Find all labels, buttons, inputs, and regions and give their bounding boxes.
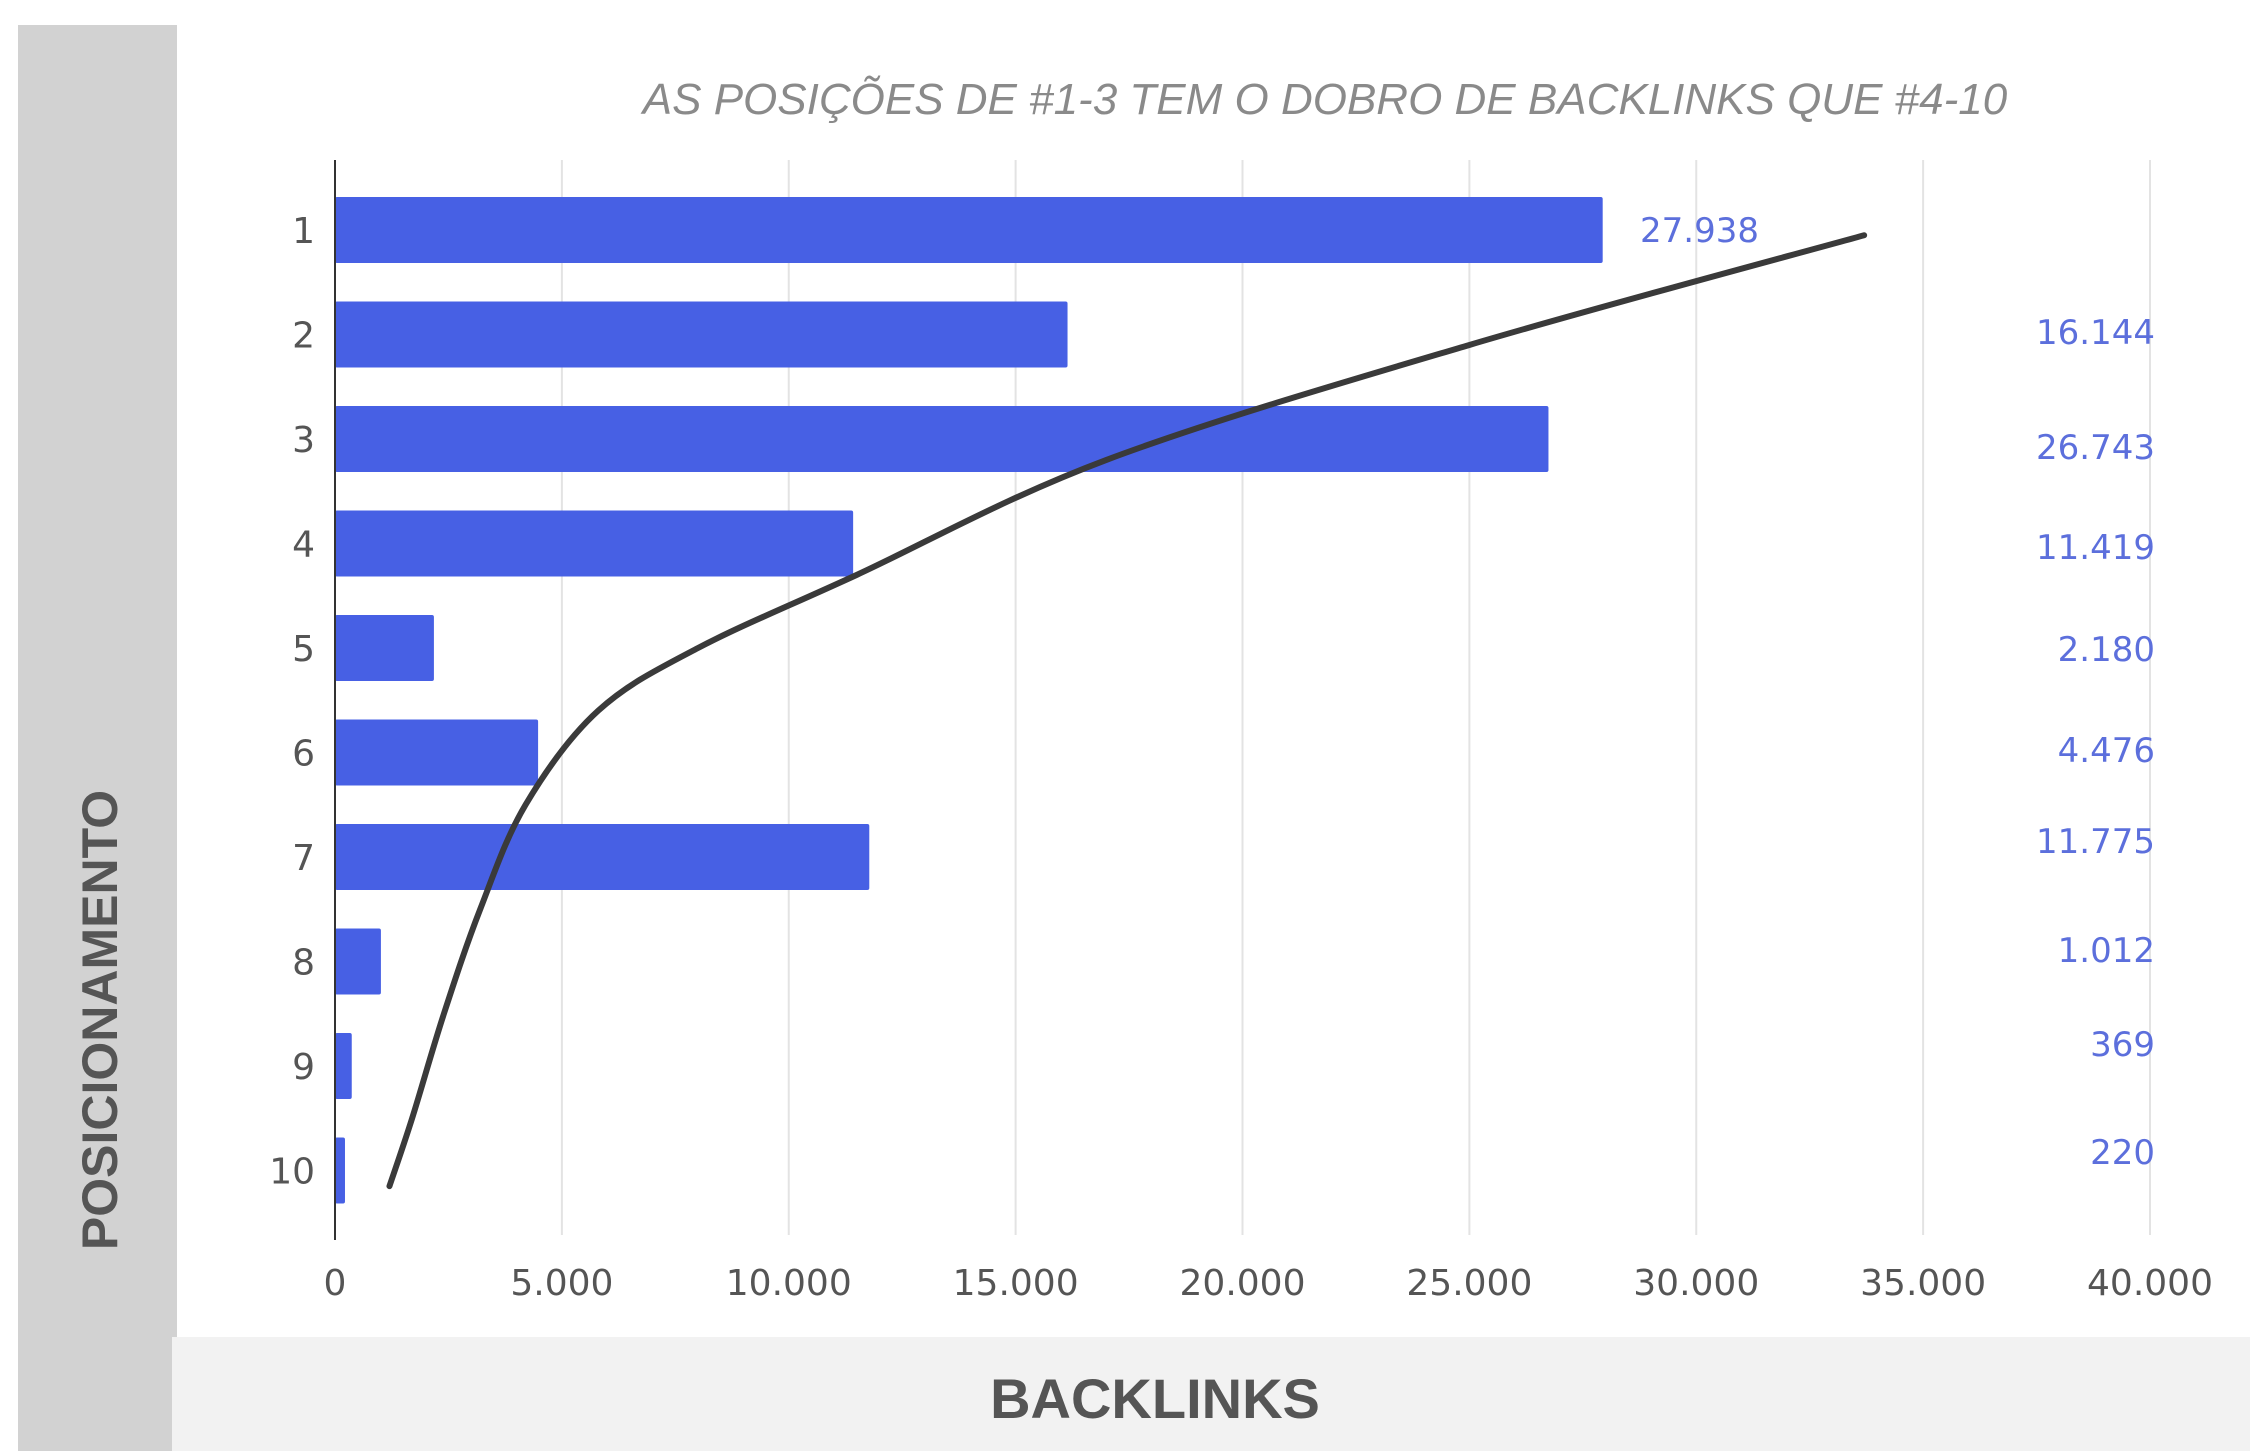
value-label: 369 [2090,1025,2155,1065]
value-label: 4.476 [2058,731,2155,771]
x-tick-label: 0 [324,1263,347,1304]
x-axis-title: BACKLINKS [990,1367,1320,1430]
bar [335,197,1603,263]
x-tick-label: 10.000 [726,1263,852,1304]
y-axis-label-panel [18,25,177,1451]
x-tick-label: 5.000 [510,1263,613,1304]
chart-title: AS POSIÇÕES DE #1-3 TEM O DOBRO DE BACKL… [640,74,2008,124]
value-label: 1.012 [2058,931,2155,971]
trendline [386,232,1868,1190]
category-label: 8 [292,943,315,984]
category-label: 7 [292,838,315,879]
value-label: 11.419 [2036,528,2155,568]
value-label: 220 [2090,1133,2155,1173]
value-label: 16.144 [2036,313,2155,353]
bar [335,406,1549,472]
x-tick-label: 15.000 [953,1263,1079,1304]
category-labels: 1 2 3 4 5 6 7 8 9 10 [269,211,315,1193]
bar [335,510,854,577]
y-axis-title: POSICIONAMENTO [72,790,128,1250]
value-label: 26.743 [2036,428,2155,468]
x-tick-label: 40.000 [2087,1263,2213,1304]
bar [335,719,539,786]
bar [335,1137,345,1204]
value-label: 11.775 [2036,822,2155,862]
x-tick-label: 30.000 [1633,1263,1759,1304]
value-label: 2.180 [2058,630,2155,670]
category-label: 3 [292,420,315,461]
category-label: 9 [292,1047,315,1088]
bar [335,928,381,995]
bar [335,301,1068,368]
x-tick-label: 35.000 [1860,1263,1986,1304]
value-labels: 27.938 16.144 26.743 11.419 2.180 4.476 11.775… [1640,211,2155,1173]
category-label: 5 [292,629,315,670]
x-axis-label-panel [172,1337,2250,1451]
bar [335,824,870,890]
category-label: 2 [292,316,315,357]
value-label: 27.938 [1640,211,1759,251]
category-label: 1 [292,211,315,252]
x-tick-labels: 0 5.000 10.000 15.000 20.000 25.000 30.000 35.0… [324,1263,2213,1304]
bar [335,615,434,681]
grid-lines [560,160,2151,1235]
x-tick-label: 25.000 [1406,1263,1532,1304]
category-label: 4 [292,525,315,566]
bar [335,1033,352,1099]
category-label: 6 [292,734,315,775]
trendline-layer [386,232,1868,1190]
x-tick-label: 20.000 [1180,1263,1306,1304]
bars [335,197,1603,1204]
category-label: 10 [269,1152,315,1193]
